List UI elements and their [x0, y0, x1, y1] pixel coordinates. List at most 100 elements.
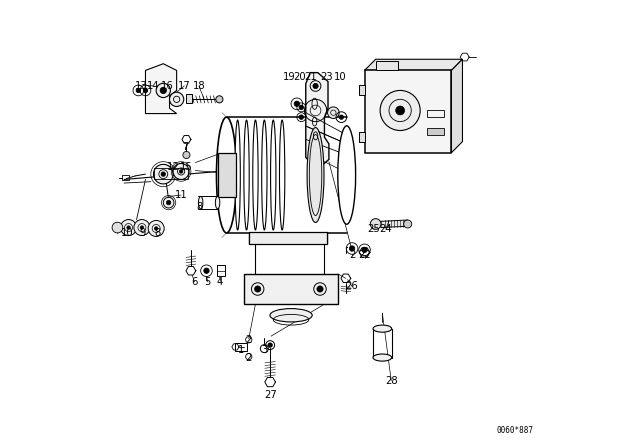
- Circle shape: [183, 151, 190, 159]
- Text: 8: 8: [196, 202, 203, 212]
- Text: 21: 21: [305, 72, 317, 82]
- Ellipse shape: [253, 120, 258, 230]
- Bar: [427, 128, 444, 135]
- Text: 3: 3: [261, 345, 268, 354]
- Circle shape: [268, 343, 273, 347]
- Text: 22: 22: [358, 250, 371, 260]
- Circle shape: [148, 220, 164, 237]
- Bar: [249, 232, 326, 244]
- Circle shape: [120, 220, 136, 236]
- Bar: [365, 70, 451, 153]
- Circle shape: [396, 106, 404, 115]
- Ellipse shape: [216, 196, 220, 209]
- Circle shape: [299, 105, 303, 110]
- Text: 1: 1: [237, 345, 244, 354]
- Text: 17: 17: [178, 81, 191, 91]
- Circle shape: [179, 170, 183, 173]
- Polygon shape: [145, 64, 177, 114]
- Ellipse shape: [280, 120, 285, 230]
- Text: 20: 20: [294, 72, 307, 82]
- Ellipse shape: [216, 117, 237, 233]
- Circle shape: [299, 115, 303, 119]
- Ellipse shape: [244, 120, 249, 230]
- Bar: [186, 94, 192, 103]
- Ellipse shape: [338, 126, 356, 224]
- Text: 24: 24: [380, 224, 392, 234]
- Text: 2: 2: [246, 353, 252, 363]
- Circle shape: [163, 197, 174, 208]
- Bar: [218, 153, 236, 197]
- Ellipse shape: [235, 120, 240, 230]
- Text: 14: 14: [147, 81, 159, 91]
- Bar: [154, 168, 188, 180]
- Text: 19: 19: [284, 72, 296, 82]
- Circle shape: [161, 172, 166, 177]
- Text: 23: 23: [321, 72, 333, 82]
- Bar: [236, 343, 246, 351]
- Circle shape: [216, 96, 223, 103]
- Text: 10: 10: [333, 72, 346, 82]
- Text: 9: 9: [140, 228, 146, 238]
- Circle shape: [362, 247, 367, 253]
- Ellipse shape: [373, 354, 392, 361]
- Ellipse shape: [271, 120, 276, 230]
- Ellipse shape: [307, 128, 324, 223]
- Circle shape: [339, 115, 344, 119]
- Text: 11: 11: [175, 190, 188, 200]
- Text: 4: 4: [217, 277, 223, 287]
- Circle shape: [313, 83, 318, 89]
- Circle shape: [154, 227, 158, 230]
- Polygon shape: [306, 73, 329, 167]
- Circle shape: [134, 220, 150, 236]
- Circle shape: [127, 226, 131, 229]
- Polygon shape: [365, 59, 463, 70]
- Text: 2: 2: [246, 335, 252, 345]
- Text: 18: 18: [193, 81, 205, 91]
- Circle shape: [349, 246, 355, 251]
- Bar: [376, 61, 398, 70]
- Circle shape: [204, 268, 209, 273]
- Circle shape: [317, 286, 323, 292]
- Text: 16: 16: [161, 81, 174, 91]
- Ellipse shape: [198, 196, 203, 209]
- Bar: [217, 265, 225, 276]
- Circle shape: [160, 87, 166, 94]
- Circle shape: [166, 200, 171, 205]
- Circle shape: [380, 90, 420, 130]
- Text: 2: 2: [349, 250, 355, 260]
- Circle shape: [156, 83, 170, 98]
- Text: 0060*887: 0060*887: [497, 426, 534, 435]
- Bar: [359, 85, 365, 95]
- Text: 28: 28: [385, 376, 397, 386]
- Text: 15: 15: [180, 163, 193, 172]
- Text: 26: 26: [346, 281, 358, 291]
- Text: 12: 12: [166, 163, 179, 172]
- Circle shape: [173, 164, 189, 180]
- Circle shape: [112, 222, 123, 233]
- Text: 25: 25: [367, 224, 380, 234]
- Bar: [244, 274, 338, 304]
- Bar: [427, 111, 444, 117]
- Text: 5: 5: [205, 277, 211, 287]
- Text: 10: 10: [122, 228, 134, 238]
- Bar: [359, 132, 365, 142]
- Ellipse shape: [270, 309, 312, 322]
- Text: 27: 27: [264, 390, 276, 401]
- Circle shape: [255, 286, 260, 292]
- Circle shape: [371, 219, 381, 229]
- Polygon shape: [451, 59, 463, 153]
- Text: 13: 13: [134, 81, 147, 91]
- Circle shape: [404, 220, 412, 228]
- Text: 7: 7: [182, 142, 189, 152]
- Circle shape: [140, 226, 144, 229]
- Circle shape: [170, 92, 184, 107]
- Polygon shape: [381, 220, 408, 228]
- Circle shape: [328, 107, 339, 118]
- Bar: [122, 175, 129, 181]
- Circle shape: [136, 88, 141, 93]
- Circle shape: [294, 101, 300, 107]
- Circle shape: [143, 88, 148, 93]
- Text: 8: 8: [154, 228, 161, 238]
- Ellipse shape: [262, 120, 267, 230]
- Text: 6: 6: [191, 277, 198, 287]
